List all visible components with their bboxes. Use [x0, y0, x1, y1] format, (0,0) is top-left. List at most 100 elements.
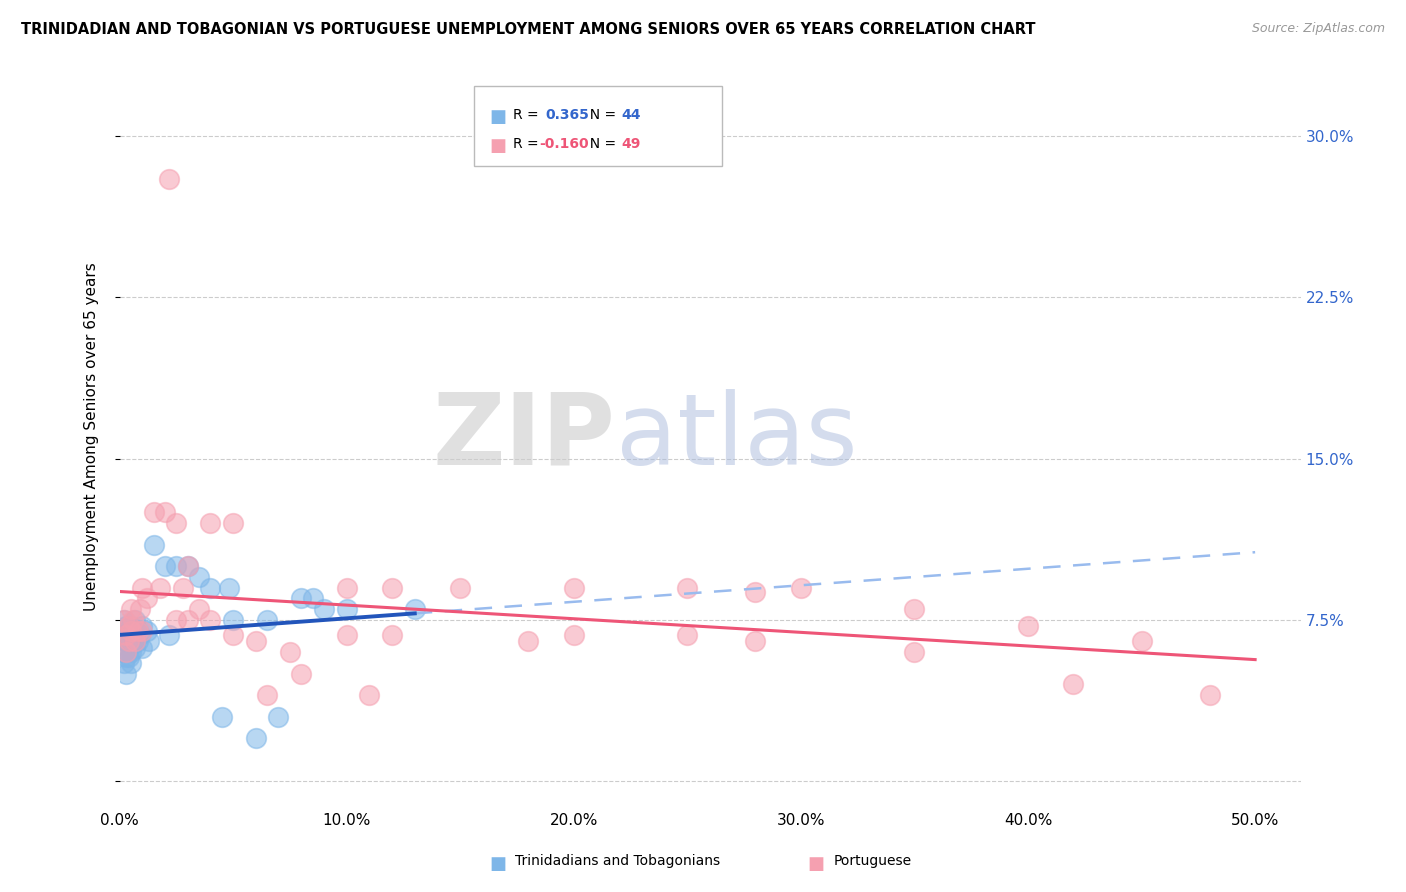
- Point: [222, 613, 245, 627]
- Point: [165, 559, 187, 574]
- Point: [159, 628, 181, 642]
- Point: [117, 634, 139, 648]
- Point: [176, 613, 198, 627]
- Point: [290, 666, 312, 681]
- Point: [117, 637, 139, 651]
- Text: ■: ■: [489, 855, 506, 872]
- Point: [449, 581, 471, 595]
- Point: [222, 516, 245, 530]
- Point: [120, 645, 142, 659]
- Point: [256, 613, 278, 627]
- Point: [1198, 688, 1220, 702]
- Point: [676, 628, 699, 642]
- Point: [112, 613, 135, 627]
- Point: [124, 613, 146, 627]
- Text: -0.160: -0.160: [538, 137, 588, 151]
- Point: [245, 731, 267, 746]
- Point: [222, 628, 245, 642]
- Point: [200, 581, 222, 595]
- Point: [359, 688, 381, 702]
- Point: [245, 634, 267, 648]
- Point: [336, 628, 359, 642]
- Point: [112, 656, 135, 670]
- Point: [112, 613, 135, 627]
- Point: [200, 516, 222, 530]
- Point: [142, 505, 165, 519]
- Point: [117, 619, 139, 633]
- Point: [562, 581, 585, 595]
- Point: [142, 538, 165, 552]
- Text: ■: ■: [808, 855, 825, 872]
- Point: [120, 656, 142, 670]
- Point: [188, 570, 211, 584]
- Text: ■: ■: [489, 108, 506, 126]
- Point: [172, 581, 194, 595]
- Text: TRINIDADIAN AND TOBAGONIAN VS PORTUGUESE UNEMPLOYMENT AMONG SENIORS OVER 65 YEAR: TRINIDADIAN AND TOBAGONIAN VS PORTUGUESE…: [21, 22, 1036, 37]
- Point: [159, 172, 181, 186]
- Point: [115, 666, 138, 681]
- Point: [131, 640, 153, 655]
- Point: [381, 628, 404, 642]
- Point: [165, 516, 187, 530]
- Point: [267, 710, 290, 724]
- Point: [278, 645, 301, 659]
- Point: [120, 619, 142, 633]
- Point: [381, 581, 404, 595]
- Point: [744, 634, 766, 648]
- Point: [120, 624, 142, 638]
- Point: [120, 602, 142, 616]
- Y-axis label: Unemployment Among Seniors over 65 years: Unemployment Among Seniors over 65 years: [84, 263, 98, 611]
- Point: [129, 602, 152, 616]
- Point: [176, 559, 198, 574]
- Point: [256, 688, 278, 702]
- Text: R =: R =: [513, 108, 543, 122]
- Point: [404, 602, 426, 616]
- Point: [135, 624, 157, 638]
- Point: [115, 649, 138, 664]
- Point: [131, 581, 153, 595]
- Point: [211, 710, 233, 724]
- Point: [218, 581, 240, 595]
- Point: [115, 645, 138, 659]
- Point: [1017, 619, 1039, 633]
- Point: [122, 613, 145, 627]
- Text: N =: N =: [581, 137, 621, 151]
- Point: [312, 602, 335, 616]
- Point: [122, 637, 145, 651]
- Point: [131, 624, 153, 638]
- Point: [138, 634, 160, 648]
- Point: [127, 624, 149, 638]
- Point: [124, 634, 146, 648]
- Point: [562, 628, 585, 642]
- Point: [176, 559, 198, 574]
- Point: [301, 591, 323, 606]
- Point: [903, 602, 925, 616]
- Text: Portuguese: Portuguese: [834, 854, 912, 868]
- Point: [1130, 634, 1153, 648]
- Point: [676, 581, 699, 595]
- Point: [517, 634, 540, 648]
- Point: [336, 581, 359, 595]
- Point: [115, 634, 138, 648]
- Text: R =: R =: [513, 137, 543, 151]
- Text: Source: ZipAtlas.com: Source: ZipAtlas.com: [1251, 22, 1385, 36]
- Point: [188, 602, 211, 616]
- Point: [124, 640, 146, 655]
- Point: [153, 559, 176, 574]
- Point: [290, 591, 312, 606]
- Point: [112, 628, 135, 642]
- Point: [135, 591, 157, 606]
- Text: Trinidadians and Tobagonians: Trinidadians and Tobagonians: [515, 854, 720, 868]
- Point: [127, 634, 149, 648]
- Point: [1062, 677, 1084, 691]
- Point: [115, 628, 138, 642]
- Text: N =: N =: [581, 108, 621, 122]
- Point: [336, 602, 359, 616]
- Text: ■: ■: [489, 137, 506, 155]
- Point: [129, 628, 152, 642]
- Point: [124, 628, 146, 642]
- Text: 49: 49: [621, 137, 641, 151]
- Point: [790, 581, 813, 595]
- Point: [112, 645, 135, 659]
- Point: [117, 624, 139, 638]
